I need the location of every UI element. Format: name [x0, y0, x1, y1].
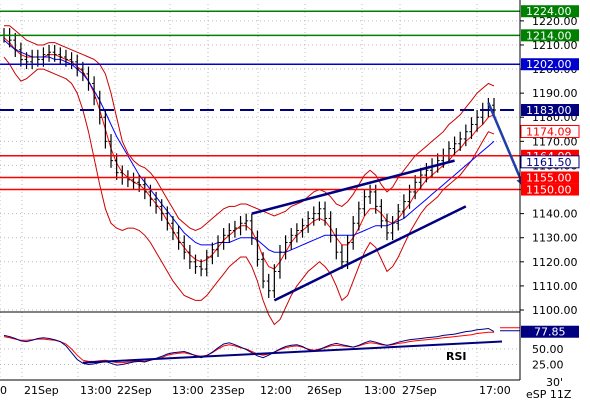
trendline-channel-upper	[251, 159, 455, 215]
ma-blue-line	[3, 39, 495, 253]
x-tick-label-4: 13:00	[172, 384, 204, 397]
price-tick-label-1: 1210.00	[532, 39, 578, 52]
x-tick-label-3: 22Sep	[117, 384, 152, 397]
projection-arrow-shaft	[487, 102, 526, 188]
rsi-red-line	[3, 331, 494, 364]
level-tag-bg-0	[521, 5, 579, 18]
trendlines	[251, 102, 526, 302]
x-tick-label-9: 27Sep	[402, 384, 437, 397]
price-tick-label-9: 1130.00	[532, 232, 578, 245]
level-tag-label-1: 1214.00	[526, 29, 572, 42]
x-tick-label-10: 17:00	[479, 384, 511, 397]
timeframe-label: 30'	[546, 376, 563, 389]
x-tick-label-7: 26Sep	[307, 384, 342, 397]
x-tick-label-1: 21Sep	[24, 384, 59, 397]
rsi-blue-line	[3, 327, 495, 366]
rsi-panel: RSI	[3, 327, 520, 366]
rsi-label: RSI	[446, 350, 467, 363]
level-tag-bg-3	[521, 104, 579, 117]
moving-averages	[3, 37, 495, 270]
price-tick-label-3: 1190.00	[532, 87, 578, 100]
indicator-tag-bg-0	[520, 124, 580, 138]
ma-red-line	[3, 37, 495, 270]
x-tick-label-0: 0	[0, 384, 7, 397]
level-tag-label-6: 1150.00	[526, 184, 572, 197]
band-lower-line	[3, 56, 495, 326]
indicator-tag-label-0: 1174.09	[526, 125, 572, 138]
level-tag-bg-1	[521, 29, 579, 42]
level-tag-bg-5	[521, 171, 579, 184]
indicator-tag-bg-1	[520, 155, 580, 169]
x-tick-label-5: 23Sep	[210, 384, 245, 397]
price-tick-label-0: 1220.00	[532, 15, 578, 28]
level-tag-bg-2	[521, 58, 579, 71]
x-tick-label-6: 12:00	[260, 384, 292, 397]
level-tag-label-0: 1224.00	[526, 5, 572, 18]
level-tag-label-3: 1183.00	[526, 104, 572, 117]
level-tag-label-5: 1155.00	[526, 171, 572, 184]
rsi-trendline	[82, 340, 503, 364]
price-tick-label-10: 1120.00	[532, 256, 578, 269]
band-upper-line	[4, 25, 495, 232]
indicator-tag-label-1: 1161.50	[526, 156, 572, 169]
price-series	[2, 28, 496, 298]
price-tick-label-5: 1170.00	[532, 135, 578, 148]
level-tag-bg-6	[521, 183, 579, 196]
symbol-label: eSP 11Z	[526, 388, 572, 400]
rsi-value-tag-bg	[521, 325, 579, 338]
x-tick-label-8: 13:00	[364, 384, 396, 397]
rsi-tick-label-0: 50.00	[532, 343, 564, 356]
x-tick-label-2: 13:00	[80, 384, 112, 397]
trendline-channel-lower	[273, 205, 467, 302]
rsi-tick-label-1: 25.00	[532, 359, 564, 372]
bollinger-bands	[3, 25, 495, 326]
price-tick-label-8: 1140.00	[532, 208, 578, 221]
price-tags: 1224.001214.001202.001183.001164.001155.…	[520, 5, 580, 339]
horizontal-levels	[0, 10, 520, 191]
rsi-value-tag-label: 77.85	[534, 326, 566, 339]
price-tick-label-12: 1100.00	[532, 304, 578, 317]
level-tag-label-2: 1202.00	[526, 58, 572, 71]
price-tick-label-11: 1110.00	[532, 280, 578, 293]
